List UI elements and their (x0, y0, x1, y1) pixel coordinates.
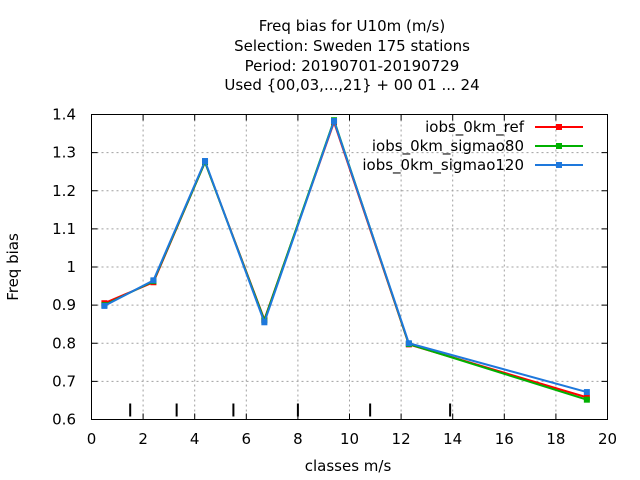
legend-label: iobs_0km_sigmao120 (362, 156, 524, 175)
grid (91, 114, 608, 420)
data-point (202, 158, 209, 165)
y-tick-label: 1.4 (52, 106, 76, 124)
y-axis-label: Freq bias (4, 233, 22, 301)
legend: iobs_0km_refiobs_0km_sigmao80iobs_0km_si… (362, 118, 583, 175)
legend-label: iobs_0km_ref (425, 118, 525, 137)
data-point (331, 117, 338, 124)
series-iobs_0km_sigmao120 (101, 117, 590, 396)
data-point (150, 277, 157, 284)
y-tick-label: 1 (66, 258, 76, 276)
series-lines (101, 117, 590, 403)
y-tick-label: 1.1 (52, 220, 76, 238)
data-point (583, 389, 590, 396)
legend-item: iobs_0km_sigmao120 (362, 156, 583, 175)
x-tick-label: 10 (340, 430, 359, 448)
x-tick-label: 14 (443, 430, 462, 448)
legend-swatch-point (556, 124, 562, 130)
x-tick-label: 8 (293, 430, 303, 448)
y-tick-labels: 0.6 0.7 0.8 0.9 1 1.1 1.2 1.3 1.4 (52, 106, 76, 429)
x-tick-labels: 0 2 4 6 8 10 12 14 16 18 20 (87, 430, 617, 448)
data-point (405, 340, 412, 347)
x-tick-label: 12 (392, 430, 411, 448)
legend-item: iobs_0km_sigmao80 (372, 137, 583, 156)
x-tick-label: 2 (138, 430, 148, 448)
x-tick-label: 16 (495, 430, 514, 448)
legend-label: iobs_0km_sigmao80 (372, 137, 524, 156)
legend-item: iobs_0km_ref (425, 118, 583, 137)
y-tick-label: 1.3 (52, 144, 76, 162)
y-tick-label: 0.8 (52, 334, 76, 352)
y-tick-label: 0.9 (52, 296, 76, 314)
x-tick-label: 0 (87, 430, 97, 448)
x-tick-label: 20 (598, 430, 617, 448)
class-boundary-markers (129, 403, 452, 417)
data-point (101, 302, 108, 309)
legend-swatch-point (556, 162, 562, 168)
chart-title: Freq bias for U10m (m/s) Selection: Swed… (224, 17, 479, 94)
data-point (261, 319, 268, 326)
title-line-4: Used {00,03,...,21} + 00 01 ... 24 (224, 76, 479, 94)
x-tick-label: 4 (190, 430, 200, 448)
y-tick-label: 1.2 (52, 182, 76, 200)
title-line-3: Period: 20190701-20190729 (245, 57, 460, 75)
axis-ticks (91, 114, 608, 420)
x-tick-label: 18 (546, 430, 565, 448)
y-tick-label: 0.6 (52, 411, 76, 429)
legend-swatch-point (556, 143, 562, 149)
x-axis-label: classes m/s (305, 457, 392, 475)
data-point (583, 396, 590, 403)
y-tick-label: 0.7 (52, 372, 76, 390)
title-line-1: Freq bias for U10m (m/s) (259, 17, 445, 35)
x-tick-label: 6 (242, 430, 252, 448)
title-line-2: Selection: Sweden 175 stations (234, 37, 470, 55)
